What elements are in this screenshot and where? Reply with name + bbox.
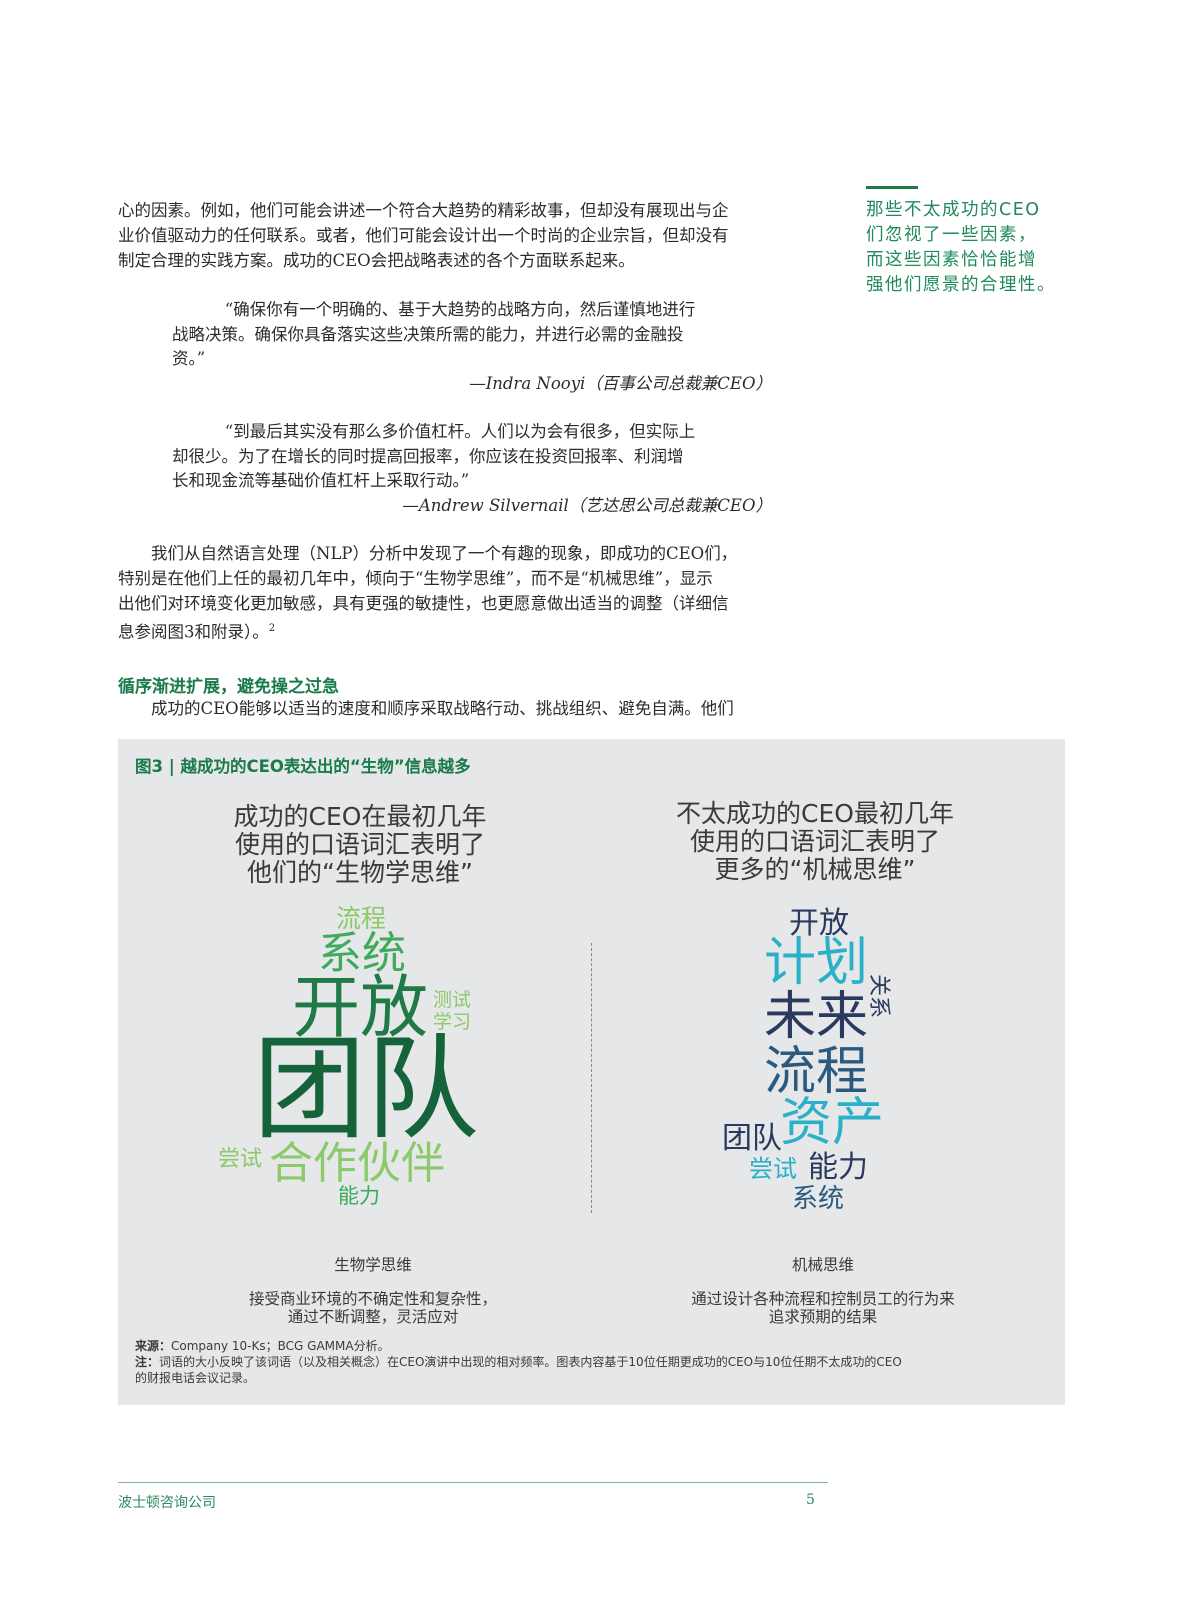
word-team: 团队 [722,1121,782,1156]
source-label: 来源： [135,1339,172,1353]
heading-line: 成功的CEO在最初几年 [233,802,487,831]
caption-line: 追求预期的结果 [768,1308,878,1326]
section-paragraph: 成功的CEO能够以适当的速度和顺序采取战略行动、挑战组织、避免自满。他们 [118,696,826,721]
intro-line: 制定合理的实践方案。成功的CEO会把战略表述的各个方面联系起来。 [118,251,635,270]
page-number: 5 [806,1492,815,1508]
word-try: 尝试 [749,1155,797,1183]
heading-line: 使用的口语词汇表明了 [689,827,940,856]
word-relationship: 关系 [866,974,891,1019]
source-text: Company 10-Ks；BCG GAMMA分析。 [171,1339,390,1353]
word-future: 未来 [764,987,869,1047]
note: 注：词语的大小反映了该词语（以及相关概念）在CEO演讲中出现的相对频率。图表内容… [135,1354,1035,1370]
paragraph-text: 息参阅图3和附录）。 [118,622,269,642]
right-caption: 机械思维 [791,1256,854,1274]
quote-line: 资。” [172,349,206,368]
quote-nooyi: “确保你有一个明确的、基于大趋势的战略方向，然后谨慎地进行 战略决策。确保你具备… [172,298,772,396]
sidebar-line: 强他们愿景的合理性。 [866,275,1056,295]
section-heading: 循序渐进扩展，避免操之过急 [118,677,339,697]
heading-line: 他们的“生物学思维” [247,858,473,887]
panel-divider [591,943,592,1213]
nlp-paragraph: 我们从自然语言处理（NLP）分析中发现了一个有趣的现象，即成功的CEO们， 特别… [118,541,826,645]
quote-line: 却很少。为了在增长的同时提高回报率，你应该在投资回报率、利润增 [172,446,684,466]
word-open: 开放 [292,969,429,1048]
note-text: 词语的大小反映了该词语（以及相关概念）在CEO演讲中出现的相对频率。图表内容基于… [159,1355,902,1369]
sidebar-line: 而这些因素恰恰能增 [866,250,1037,270]
quote-line: 战略决策。确保你具备落实这些决策所需的能力，并进行必需的金融投 [172,324,684,344]
sidebar-rule [866,186,918,189]
word-learn: 学习 [433,1011,472,1033]
intro-line: 业价值驱动力的任何联系。或者，他们可能会设计出一个时尚的企业宗旨，但却没有 [118,226,729,245]
word-capability: 能力 [808,1150,868,1185]
quote-line: “到最后其实没有那么多价值杠杆。人们以为会有很多，但实际上 [224,422,696,441]
word-system: 系统 [318,928,406,979]
figure-notes: 来源：Company 10-Ks；BCG GAMMA分析。 注：词语的大小反映了… [135,1338,1035,1386]
quote-attribution: —Andrew Silvernail（艺达思公司总裁兼CEO） [402,495,772,515]
heading-line: 不太成功的CEO最初几年 [676,799,954,828]
paragraph-line: 成功的CEO能够以适当的速度和顺序采取战略行动、挑战组织、避免自满。他们 [151,699,734,718]
paragraph-line: 特别是在他们上任的最初几年中，倾向于“生物学思维”，而不是“机械思维”，显示 [118,569,713,588]
note-continuation: 的财报电话会议记录。 [135,1371,256,1385]
footer-company: 波士顿咨询公司 [118,1495,216,1511]
caption-line: 接受商业环境的不确定性和复杂性， [248,1290,497,1308]
quote-silvernail: “到最后其实没有那么多价值杠杆。人们以为会有很多，但实际上 却很少。为了在增长的… [172,420,772,518]
paragraph-line: 我们从自然语言处理（NLP）分析中发现了一个有趣的现象，即成功的CEO们， [151,544,738,563]
left-caption-description: 接受商业环境的不确定性和复杂性， 通过不断调整，灵活应对 [198,1290,548,1326]
intro-paragraph: 心的因素。例如，他们可能会讲述一个符合大趋势的精彩故事，但却没有展现出与企 业价… [118,198,826,273]
footer-rule [118,1482,828,1483]
intro-line: 心的因素。例如，他们可能会讲述一个符合大趋势的精彩故事，但却没有展现出与企 [118,201,729,220]
word-try: 尝试 [218,1147,263,1172]
word-capability: 能力 [338,1184,380,1208]
sidebar-callout: 那些不太成功的CEO 们忽视了一些因素， 而这些因素恰恰能增 强他们愿景的合理性… [866,198,1081,298]
figure-title: 图3 | 越成功的CEO表达出的“生物”信息越多 [135,757,471,776]
note-label: 注： [135,1355,160,1369]
paragraph-line: 出他们对环境变化更加敏感，具有更强的敏捷性，也更愿意做出适当的调整（详细信 [118,594,729,613]
word-partner: 合作伙伴 [269,1138,445,1189]
sidebar-line: 们忽视了一些因素， [866,225,1037,245]
heading-line: 使用的口语词汇表明了 [234,830,485,859]
word-test: 测试 [433,989,472,1011]
right-panel-heading: 不太成功的CEO最初几年 使用的口语词汇表明了 更多的“机械思维” [655,800,975,884]
source-note: 来源：Company 10-Ks；BCG GAMMA分析。 [135,1338,1035,1354]
caption-line: 通过设计各种流程和控制员工的行为来 [691,1290,955,1308]
left-caption: 生物学思维 [334,1256,412,1274]
word-asset: 资产 [780,1093,885,1153]
word-open: 开放 [789,906,849,941]
quote-attribution: —Indra Nooyi（百事公司总裁兼CEO） [469,373,772,393]
paragraph-line: 息参阅图3和附录）。2 [118,616,826,645]
word-process: 流程 [336,904,387,933]
footnote-marker[interactable]: 2 [268,623,276,634]
sidebar-line: 那些不太成功的CEO [866,200,1041,220]
word-system: 系统 [792,1184,845,1214]
quote-line: 长和现金流等基础价值杠杆上采取行动。” [172,471,470,490]
caption-line: 通过不断调整，灵活应对 [287,1308,459,1326]
quote-line: “确保你有一个明确的、基于大趋势的战略方向，然后谨慎地进行 [224,300,696,319]
right-caption-description: 通过设计各种流程和控制员工的行为来 追求预期的结果 [643,1290,1003,1326]
heading-line: 更多的“机械思维” [714,855,916,884]
left-panel-heading: 成功的CEO在最初几年 使用的口语词汇表明了 他们的“生物学思维” [195,803,525,887]
word-process: 流程 [764,1042,869,1102]
word-plan: 计划 [764,933,869,993]
word-team: 团队 [253,1023,479,1155]
